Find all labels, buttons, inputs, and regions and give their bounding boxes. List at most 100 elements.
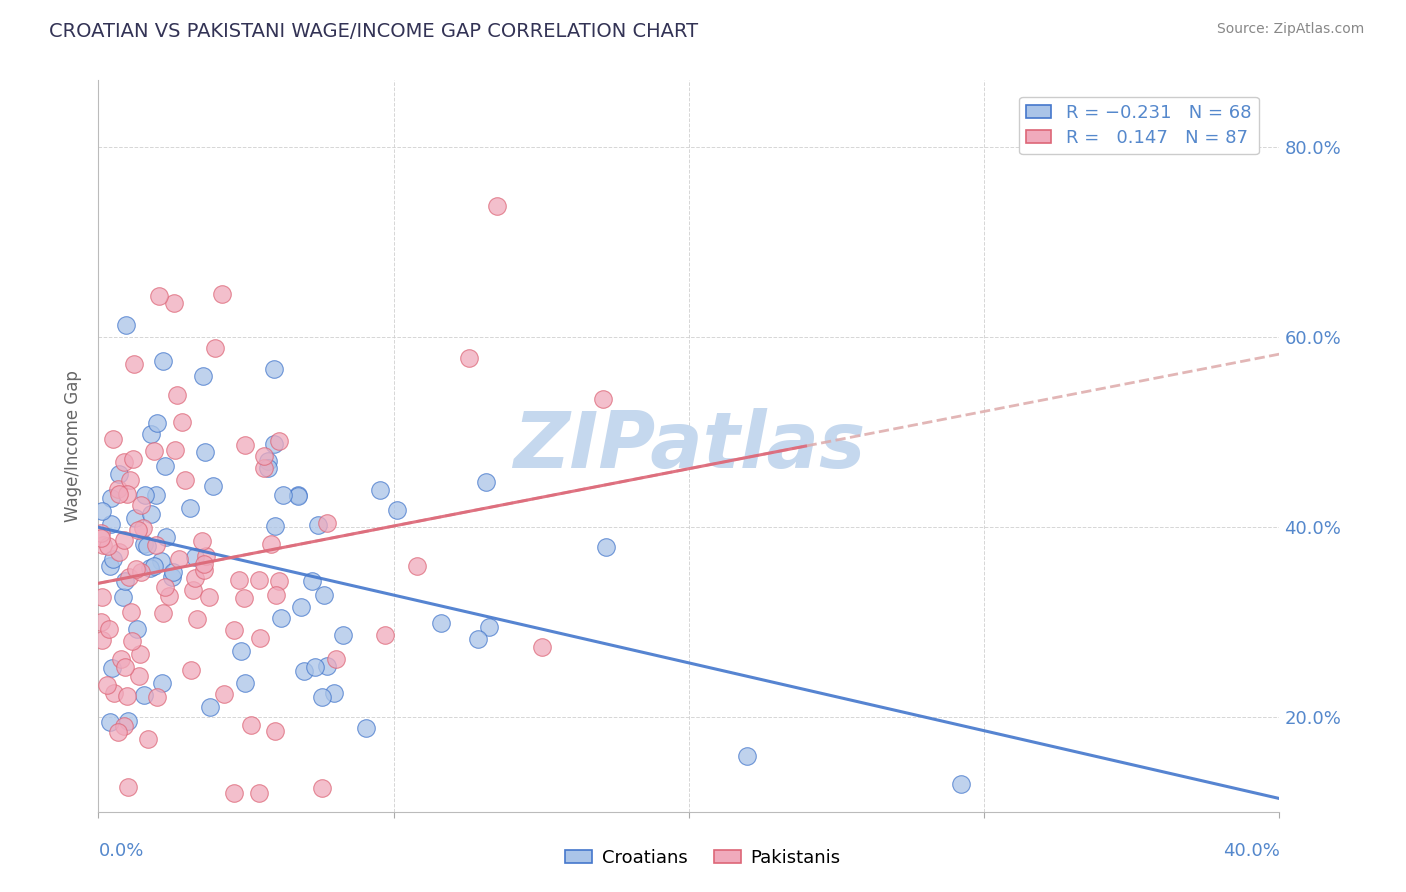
Point (163, 296, 186, 310)
Point (247, 786, 270, 800)
Point (90, 526, 112, 541)
Point (304, 660, 326, 674)
Point (115, 689, 138, 703)
Point (100, 517, 122, 532)
Point (143, 558, 166, 573)
Legend: Croatians, Pakistanis: Croatians, Pakistanis (558, 842, 848, 874)
Point (249, 631, 271, 645)
Point (478, 620, 501, 634)
Point (100, 491, 122, 505)
Point (167, 551, 190, 566)
Point (124, 510, 146, 524)
Point (146, 690, 169, 704)
Point (474, 475, 496, 489)
Point (120, 605, 142, 619)
Point (193, 557, 215, 571)
Point (128, 668, 150, 682)
Point (98, 715, 121, 730)
Point (194, 549, 217, 563)
Point (90, 503, 112, 517)
Point (122, 357, 145, 371)
Point (145, 538, 167, 552)
Point (101, 661, 124, 675)
Point (90, 615, 112, 629)
Point (592, 392, 614, 406)
Point (316, 658, 339, 673)
Point (267, 574, 290, 588)
Point (132, 521, 155, 535)
Point (157, 589, 180, 603)
Point (222, 624, 245, 638)
Point (247, 573, 270, 587)
Point (114, 318, 136, 332)
Point (150, 676, 173, 690)
Point (139, 426, 162, 441)
Point (125, 562, 148, 576)
Point (153, 580, 176, 594)
Point (136, 732, 159, 747)
Point (316, 516, 339, 531)
Point (253, 460, 276, 475)
Point (183, 583, 205, 598)
Point (287, 488, 309, 502)
Point (107, 725, 129, 739)
Point (183, 571, 205, 585)
Point (212, 687, 235, 701)
Point (314, 588, 336, 602)
Point (222, 786, 245, 800)
Point (132, 688, 155, 702)
Point (142, 443, 165, 458)
Point (311, 781, 333, 796)
Point (121, 633, 143, 648)
Point (240, 718, 263, 732)
Point (114, 659, 136, 673)
Point (139, 507, 162, 521)
Point (263, 362, 285, 376)
Point (155, 459, 177, 474)
Point (93, 538, 115, 552)
Point (198, 700, 221, 714)
Point (97, 539, 120, 553)
Point (107, 545, 129, 559)
Point (170, 416, 193, 430)
Point (103, 552, 125, 566)
Point (325, 652, 347, 666)
Point (292, 664, 315, 678)
Point (150, 554, 173, 568)
Point (134, 488, 156, 502)
Point (193, 563, 215, 577)
Point (148, 289, 170, 303)
Point (264, 724, 287, 739)
Point (98, 559, 121, 574)
Point (264, 519, 287, 533)
Point (112, 455, 135, 469)
Point (97, 622, 120, 636)
Point (194, 445, 217, 459)
Point (180, 663, 202, 677)
Point (290, 599, 312, 614)
Point (202, 479, 225, 493)
Point (385, 503, 408, 517)
Point (260, 536, 283, 550)
Point (117, 714, 139, 728)
Point (128, 647, 150, 661)
Point (332, 628, 354, 642)
Point (117, 487, 139, 501)
Point (191, 368, 214, 383)
Point (368, 483, 391, 497)
Point (228, 573, 250, 587)
Point (138, 561, 160, 575)
Point (146, 416, 169, 430)
Point (737, 749, 759, 764)
Point (132, 537, 155, 551)
Text: Source: ZipAtlas.com: Source: ZipAtlas.com (1216, 22, 1364, 37)
Point (162, 565, 184, 579)
Point (595, 540, 617, 554)
Text: 0.0%: 0.0% (98, 842, 143, 860)
Point (163, 443, 186, 458)
Point (253, 449, 276, 463)
Point (287, 489, 309, 503)
Point (179, 501, 201, 516)
Point (103, 686, 125, 700)
Point (231, 644, 253, 658)
